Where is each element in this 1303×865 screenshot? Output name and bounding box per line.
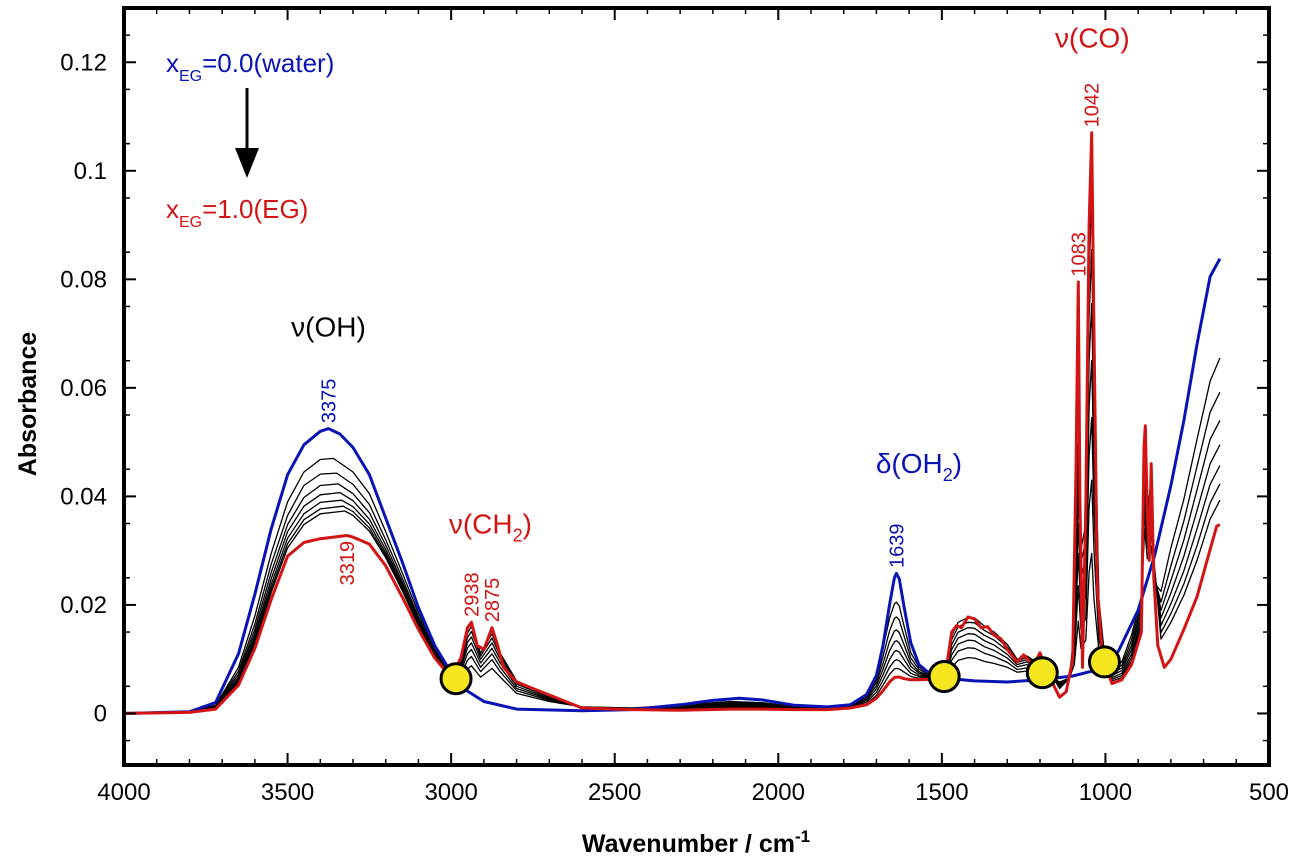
- legend-eg-prefix: x: [166, 194, 179, 224]
- x-tick-label: 4000: [97, 779, 150, 806]
- band-label: ν(CH2): [449, 508, 532, 545]
- peak-label: 1083: [1068, 232, 1090, 277]
- isosbestic-marker: [1025, 656, 1059, 690]
- spectrum-intermediate-7: [123, 197, 1221, 715]
- x-axis-title-main: Wavenumber / cm: [582, 830, 795, 858]
- band-label: ν(OH): [291, 311, 366, 342]
- band-label-sub: 2: [943, 465, 953, 485]
- legend-arrow-down-icon: [235, 148, 259, 178]
- spectrum-intermediate-1: [123, 357, 1221, 715]
- spectrum-intermediate-5: [123, 303, 1221, 715]
- isosbestic-layer: [439, 645, 1121, 696]
- tick-layer: 4000 3500 3000 2500 2000 1500 1000 500 0 0.02 0.04…: [60, 8, 1289, 806]
- band-label-main: ν(OH): [291, 311, 366, 342]
- plot-frame: [122, 6, 1271, 767]
- y-tick-label: 0.06: [60, 375, 107, 402]
- y-tick-label: 0: [94, 700, 107, 727]
- x-tick-label: 2000: [752, 779, 805, 806]
- peak-label: 1042: [1082, 83, 1104, 128]
- legend: xEG=0.0(water) xEG=1.0(EG): [166, 48, 334, 231]
- x-axis-title: Wavenumber / cm-1: [582, 827, 810, 858]
- x-tick-label: 3000: [424, 779, 477, 806]
- legend-eg-sub: EG: [179, 214, 202, 231]
- x-tick-label: 2500: [588, 779, 641, 806]
- y-axis-title: Absorbance: [14, 332, 42, 477]
- peak-label: 2875: [482, 578, 504, 623]
- x-tick-label: 500: [1249, 779, 1289, 806]
- peak-label: 3319: [337, 541, 359, 586]
- band-label-main: ν(CO): [1055, 23, 1130, 54]
- band-label-suffix: ): [523, 508, 532, 539]
- x-tick-label: 3500: [261, 779, 314, 806]
- band-label: δ(OH2): [876, 448, 962, 485]
- band-label-suffix: ): [953, 448, 962, 479]
- y-tick-label: 0.04: [60, 483, 107, 510]
- spectrum-intermediate-6: [123, 248, 1221, 715]
- y-tick-label: 0.08: [60, 266, 107, 293]
- x-tick-label: 1000: [1079, 779, 1132, 806]
- x-axis-title-superscript: -1: [795, 827, 810, 846]
- legend-water-sub: EG: [179, 68, 202, 85]
- isosbestic-marker: [927, 660, 961, 694]
- peak-label: 1639: [886, 524, 908, 569]
- legend-eg: xEG=1.0(EG): [166, 194, 308, 231]
- annotation-layer: ν(OH)ν(CH2)δ(OH2)ν(CO)337533192938287516…: [291, 23, 1130, 623]
- band-label-main: ν(CH: [449, 508, 513, 539]
- legend-water-suffix: =0.0(water): [202, 48, 334, 78]
- band-label-sub: 2: [513, 525, 523, 545]
- isosbestic-marker: [439, 662, 473, 696]
- legend-water-prefix: x: [166, 48, 179, 78]
- x-tick-label: 1500: [915, 779, 968, 806]
- peak-label: 3375: [318, 379, 340, 424]
- isosbestic-marker: [1087, 645, 1121, 679]
- spectrum-water: [123, 257, 1222, 715]
- legend-eg-suffix: =1.0(EG): [202, 194, 308, 224]
- y-tick-label: 0.02: [60, 592, 107, 619]
- peak-label: 2938: [461, 572, 483, 617]
- y-tick-label: 0.12: [60, 49, 107, 76]
- band-label-main: δ(OH: [876, 448, 943, 479]
- band-label: ν(CO): [1055, 23, 1130, 54]
- legend-water: xEG=0.0(water): [166, 48, 334, 85]
- y-tick-label: 0.1: [74, 158, 107, 185]
